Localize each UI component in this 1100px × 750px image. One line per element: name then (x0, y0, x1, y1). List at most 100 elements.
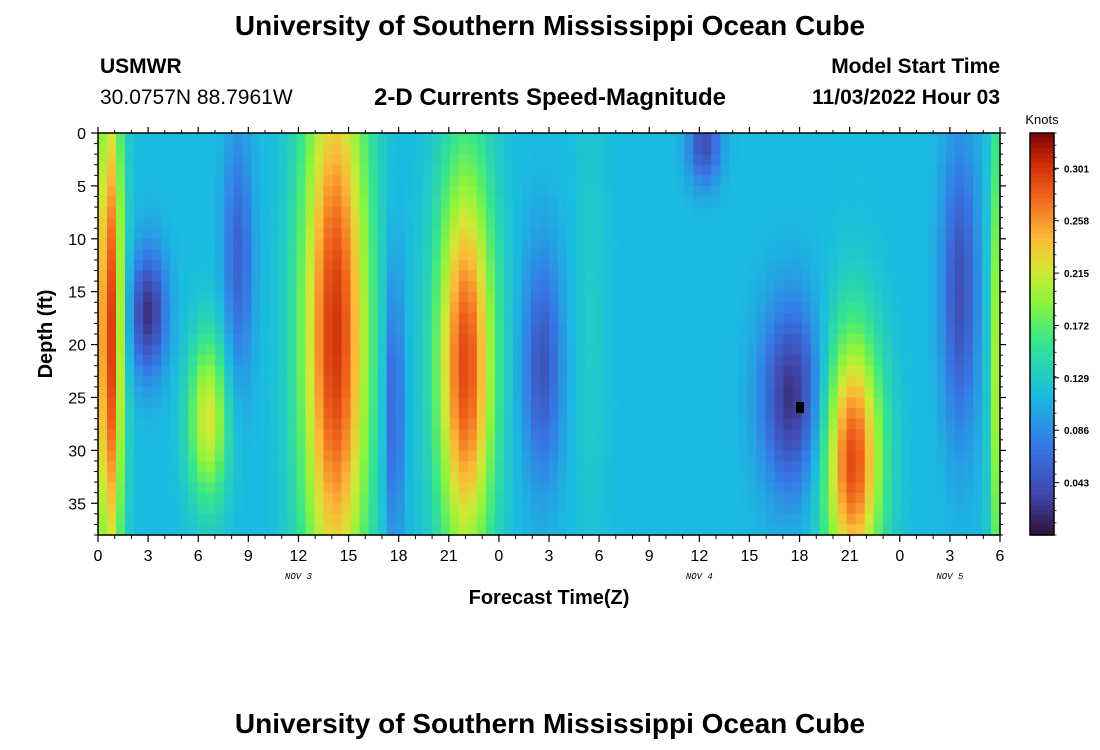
heatmap-cell (287, 207, 298, 219)
heatmap-cell (215, 344, 225, 356)
heatmap-cell (882, 460, 893, 473)
colorbar-swatch (1030, 359, 1054, 365)
x-tick-label: 3 (545, 548, 554, 565)
heatmap-cell (314, 408, 325, 420)
colorbar-swatch (1030, 273, 1054, 280)
heatmap-cell (882, 291, 893, 303)
heatmap-cell (666, 270, 676, 282)
heatmap-cell (197, 259, 207, 272)
heatmap-cell (143, 238, 153, 250)
heatmap-cell (900, 154, 911, 166)
heatmap-cell (350, 207, 361, 219)
heatmap-cell (567, 259, 577, 272)
heatmap-cell (368, 281, 379, 293)
heatmap-cell (954, 270, 965, 282)
heatmap-cell (503, 154, 514, 166)
heatmap-cell (485, 228, 496, 240)
heatmap-cell (639, 175, 649, 187)
heatmap-cell (350, 344, 361, 356)
heatmap-cell (684, 429, 694, 441)
heatmap-cell (828, 386, 839, 399)
heatmap-cell (549, 175, 559, 187)
heatmap-cell (549, 312, 559, 325)
heatmap-cell (494, 418, 505, 430)
heatmap-cell (458, 249, 469, 261)
heatmap-cell (152, 228, 162, 240)
heatmap-cell (476, 164, 487, 176)
heatmap-cell (738, 238, 749, 250)
heatmap-cell (675, 238, 685, 250)
heatmap-cell (909, 524, 920, 536)
heatmap-cell (161, 334, 171, 346)
heatmap-cell (287, 281, 298, 293)
heatmap-cell (512, 482, 523, 494)
heatmap-cell (197, 397, 207, 409)
heatmap-cell (720, 259, 730, 272)
heatmap-cell (711, 164, 721, 176)
heatmap-cell (404, 344, 415, 356)
heatmap-cell (972, 281, 983, 293)
heatmap-cell (963, 175, 974, 187)
heatmap-cell (963, 386, 974, 399)
heatmap-cell (648, 217, 658, 229)
heatmap-cell (395, 408, 406, 420)
heatmap-cell (918, 471, 929, 483)
heatmap-cell (990, 450, 1001, 462)
page-title: University of Southern Mississippi Ocean… (234, 10, 866, 41)
heatmap-cell (801, 323, 812, 335)
heatmap-cell (810, 471, 821, 483)
heatmap-cell (720, 228, 730, 240)
heatmap-cell (170, 408, 180, 420)
heatmap-cell (107, 291, 117, 303)
colorbar-frame (1029, 132, 1055, 536)
heatmap-cell (539, 249, 550, 261)
heatmap-cell (684, 492, 694, 504)
heatmap-cell (873, 228, 884, 240)
heatmap-cell (440, 312, 451, 325)
heatmap-cell (233, 376, 243, 388)
heatmap-cell (233, 344, 243, 356)
heatmap-cell (891, 217, 902, 229)
heatmap-cell (422, 482, 433, 494)
heatmap-cell (630, 386, 640, 399)
heatmap-cell (972, 365, 983, 377)
heatmap-cell (936, 249, 947, 261)
heatmap-cell (855, 365, 866, 377)
heatmap-cell (684, 344, 694, 356)
heatmap-cell (350, 334, 361, 346)
heatmap-cell (765, 154, 776, 166)
heatmap-cell (603, 259, 613, 272)
heatmap-cell (639, 492, 649, 504)
heatmap-cell (837, 154, 848, 166)
heatmap-cell (792, 460, 803, 473)
heatmap-cell (314, 259, 325, 272)
heatmap-cell (413, 154, 424, 166)
heatmap-cell (305, 408, 316, 420)
heatmap-cell (756, 312, 767, 325)
heatmap-cell (927, 365, 938, 377)
heatmap-cell (810, 133, 821, 145)
heatmap-cell (774, 471, 785, 483)
heatmap-cell (981, 408, 992, 420)
heatmap-cell (377, 302, 388, 314)
colorbar-swatch (1030, 479, 1054, 486)
heatmap-cell (612, 334, 622, 346)
heatmap-cell (332, 439, 343, 451)
heatmap-cell (738, 228, 749, 240)
heatmap-cell (476, 397, 487, 409)
heatmap-cell (558, 334, 568, 346)
heatmap-cell (251, 312, 261, 325)
heatmap-cell (801, 228, 812, 240)
heatmap-cell (350, 154, 361, 166)
heatmap-cell (927, 429, 938, 441)
heatmap-cell (882, 228, 893, 240)
heatmap-cell (711, 492, 721, 504)
heatmap-cell (170, 133, 180, 145)
heatmap-cell (341, 143, 352, 155)
heatmap-cell (341, 397, 352, 409)
heatmap-cell (891, 270, 902, 282)
heatmap-cell (711, 291, 721, 303)
heatmap-cell (431, 365, 442, 377)
heatmap-cell (314, 355, 325, 367)
heatmap-cell (332, 270, 343, 282)
